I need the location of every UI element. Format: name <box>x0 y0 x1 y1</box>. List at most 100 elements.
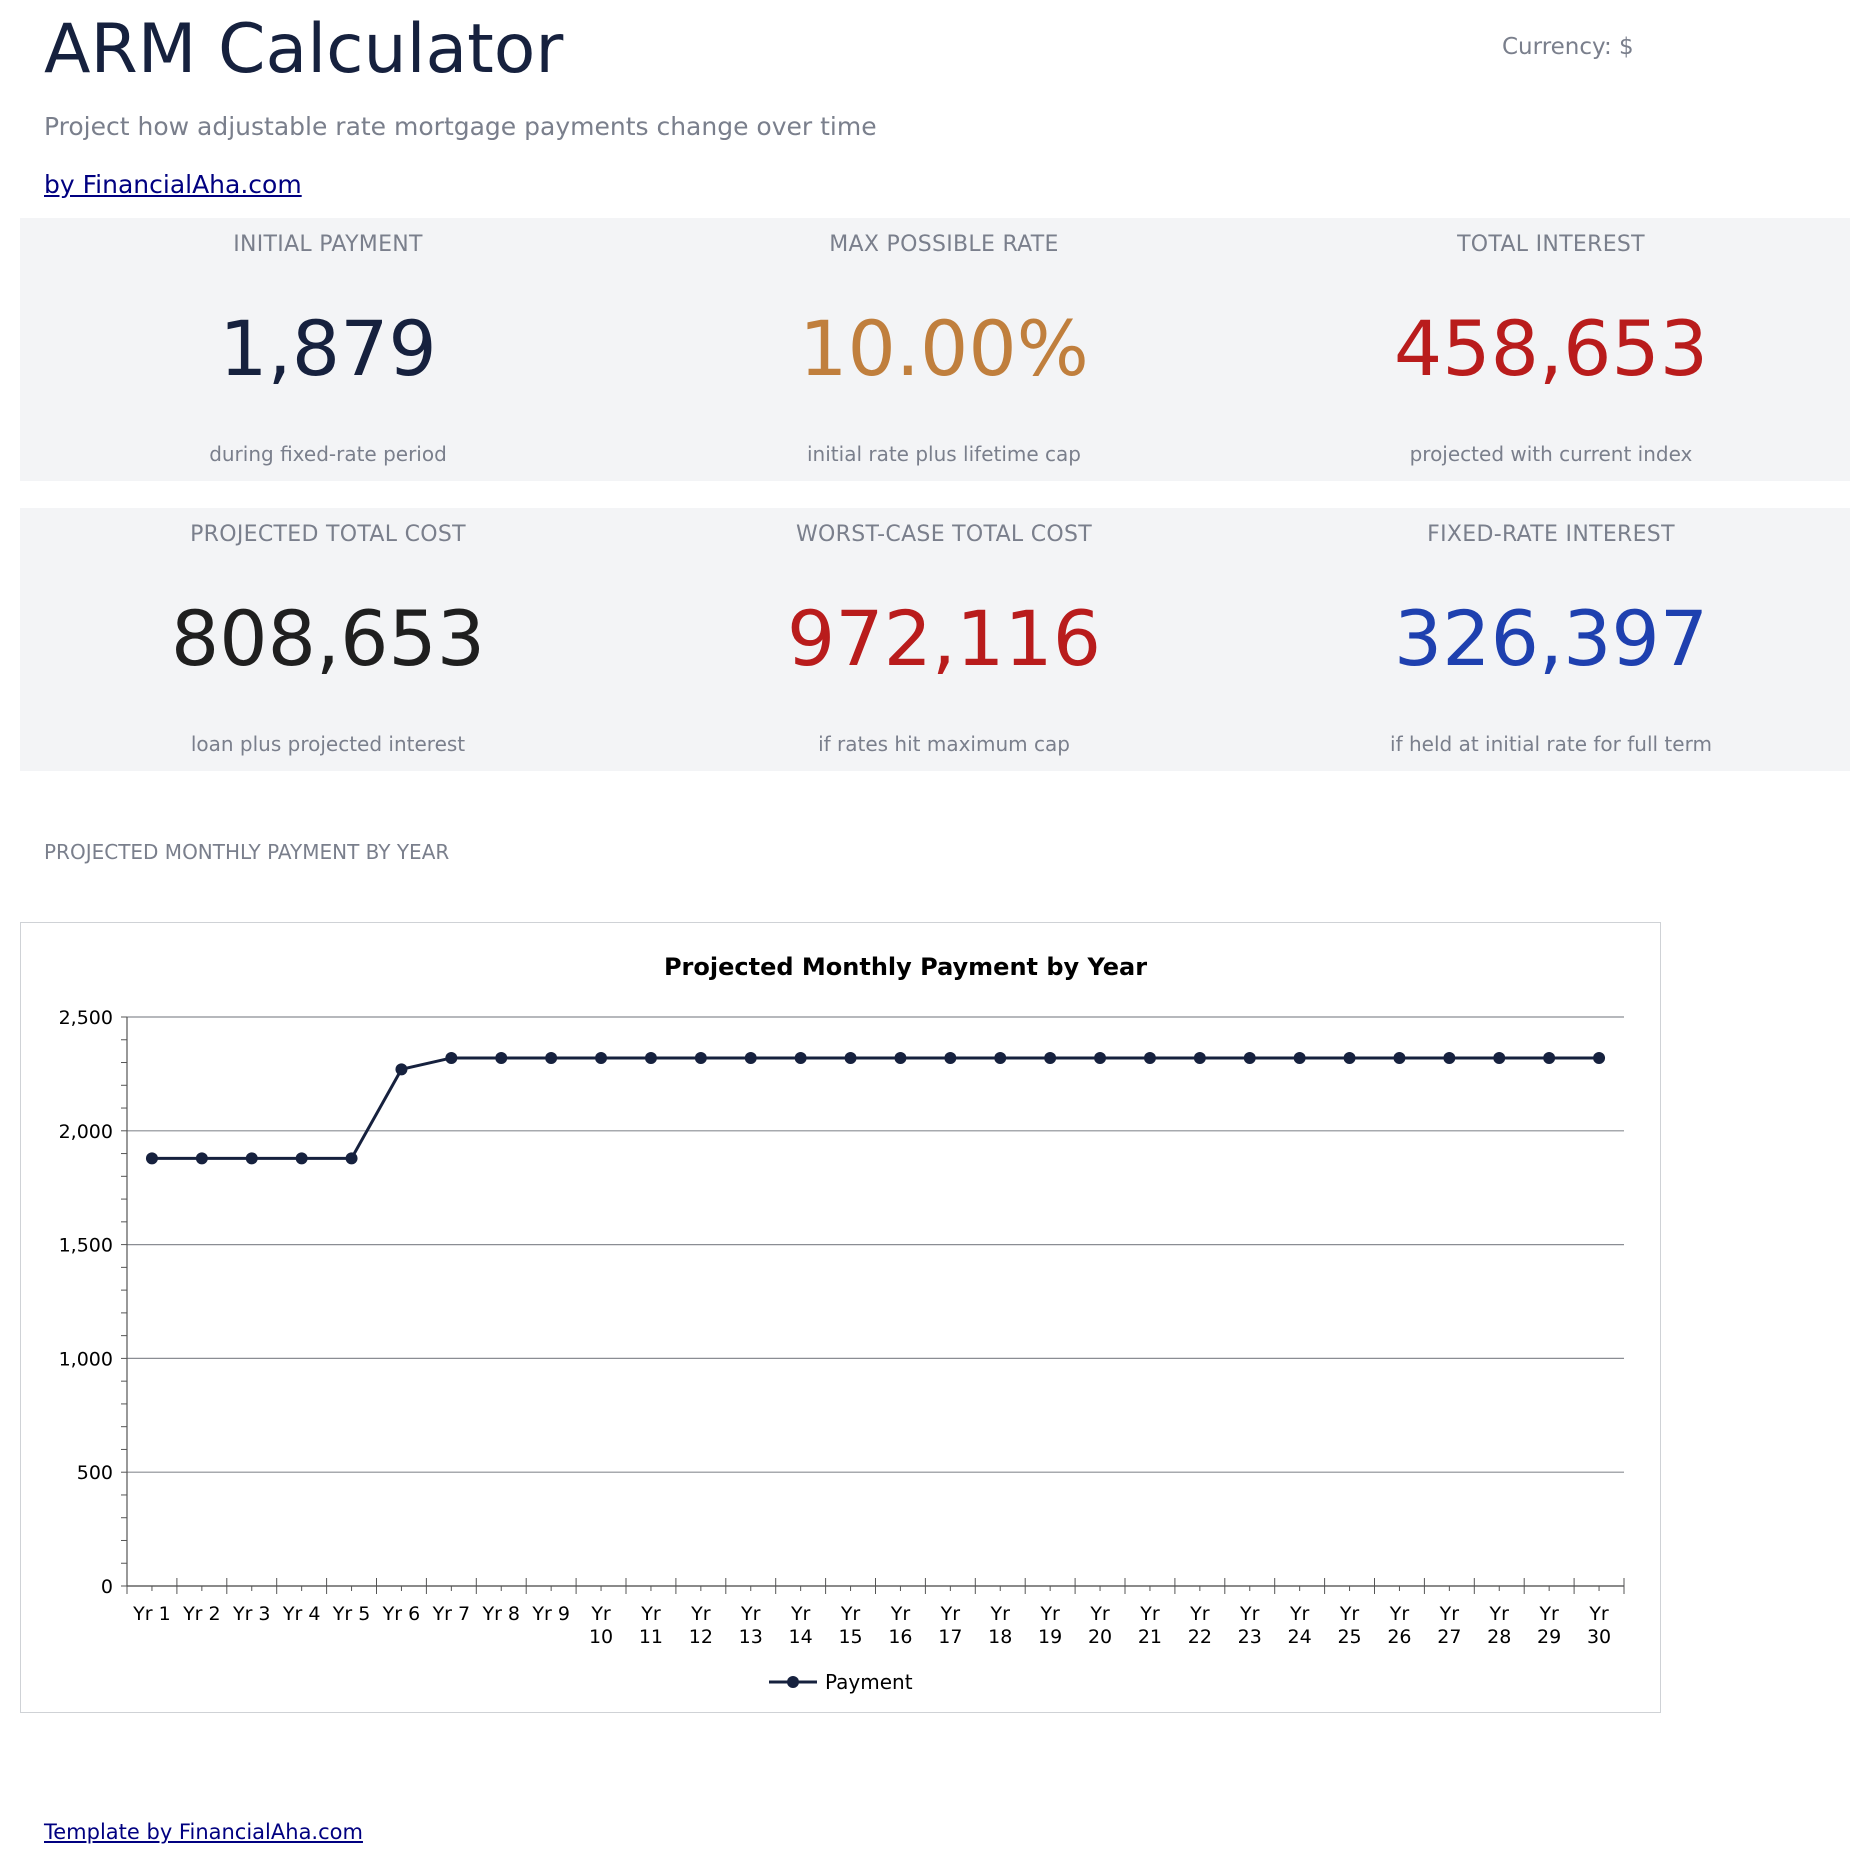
stat-note: projected with current index <box>1409 442 1693 466</box>
stats-row-secondary: PROJECTED TOTAL COST 808,653 loan plus p… <box>20 508 1850 771</box>
payment-data-point <box>1543 1051 1556 1064</box>
stat-note: initial rate plus lifetime cap <box>807 442 1081 466</box>
payment-data-point <box>894 1051 907 1064</box>
x-tick-label: Yr 25 <box>1337 1603 1361 1648</box>
chart-title: Projected Monthly Payment by Year <box>664 953 1147 981</box>
payment-series-line <box>151 1056 1600 1160</box>
x-tick-label: Yr 22 <box>1188 1603 1212 1648</box>
payment-data-point <box>1243 1051 1256 1064</box>
x-tick-label: Yr 24 <box>1288 1603 1312 1648</box>
stat-card-total-interest: TOTAL INTEREST 458,653 projected with cu… <box>1252 218 1850 481</box>
payment-data-point <box>1293 1051 1306 1064</box>
stat-label: INITIAL PAYMENT <box>233 232 423 257</box>
x-tick-label: Yr 1 <box>132 1603 171 1625</box>
payment-chart: Projected Monthly Payment by Year 0 500 1,0… <box>59 953 1625 1694</box>
stat-value: 326,397 <box>1393 594 1709 683</box>
payment-data-point <box>1393 1051 1406 1064</box>
x-tick-label: Yr 21 <box>1138 1603 1162 1648</box>
stat-label: PROJECTED TOTAL COST <box>190 522 466 547</box>
legend-label: Payment <box>825 1670 913 1694</box>
stat-card-worst-case-cost: WORST-CASE TOTAL COST 972,116 if rates h… <box>636 508 1252 771</box>
stat-label: TOTAL INTEREST <box>1457 232 1645 257</box>
x-tick-label: Yr 27 <box>1437 1603 1461 1648</box>
y-tick-label: 0 <box>101 1576 113 1598</box>
x-tick-label: Yr 29 <box>1537 1603 1561 1648</box>
x-tick-label: Yr 9 <box>531 1603 570 1625</box>
stats-row-primary: INITIAL PAYMENT 1,879 during fixed-rate … <box>20 218 1850 481</box>
payment-data-point <box>595 1051 608 1064</box>
payment-data-point <box>1094 1051 1107 1064</box>
payment-data-point <box>1193 1051 1206 1064</box>
x-tick-label: Yr 14 <box>789 1603 813 1648</box>
stat-note: if rates hit maximum cap <box>818 732 1070 756</box>
stat-note: if held at initial rate for full term <box>1390 732 1712 756</box>
legend-marker <box>787 1676 799 1688</box>
payment-data-point <box>1044 1051 1057 1064</box>
x-tick-label: Yr 16 <box>888 1603 912 1648</box>
x-tick-label: Yr 11 <box>639 1603 663 1648</box>
payment-chart-container: Projected Monthly Payment by Year 0 500 1,0… <box>20 922 1661 1713</box>
payment-data-point <box>195 1152 208 1165</box>
x-tick-label: Yr 13 <box>739 1603 763 1648</box>
payment-data-point <box>844 1051 857 1064</box>
payment-data-point <box>794 1051 807 1064</box>
x-tick-label: Yr 5 <box>332 1603 371 1625</box>
payment-data-point <box>644 1051 657 1064</box>
stat-card-initial-payment: INITIAL PAYMENT 1,879 during fixed-rate … <box>20 218 636 481</box>
payment-data-point <box>495 1051 508 1064</box>
payment-data-point <box>345 1152 358 1165</box>
payment-data-point <box>145 1152 158 1165</box>
x-tick-label: Yr 8 <box>481 1603 520 1625</box>
y-tick-label: 500 <box>77 1462 113 1484</box>
payment-data-point <box>1143 1051 1156 1064</box>
payment-data-point <box>994 1051 1007 1064</box>
x-tick-label: Yr 12 <box>689 1603 713 1648</box>
payment-data-point <box>445 1051 458 1064</box>
financialaha-link[interactable]: by FinancialAha.com <box>44 170 302 199</box>
template-credit-link[interactable]: Template by FinancialAha.com <box>44 1820 363 1844</box>
stat-card-max-rate: MAX POSSIBLE RATE 10.00% initial rate pl… <box>636 218 1252 481</box>
x-tick-label: Yr 7 <box>432 1603 471 1625</box>
payment-data-point <box>694 1051 707 1064</box>
payment-data-point <box>245 1152 258 1165</box>
x-tick-label: Yr 20 <box>1088 1603 1112 1648</box>
x-tick-label: Yr 4 <box>282 1603 321 1625</box>
x-tick-label: Yr 15 <box>838 1603 862 1648</box>
stat-label: FIXED-RATE INTEREST <box>1427 522 1675 547</box>
x-tick-label: Yr 10 <box>589 1603 613 1648</box>
chart-section-label: PROJECTED MONTHLY PAYMENT BY YEAR <box>44 840 450 864</box>
x-tick-label: Yr 6 <box>382 1603 421 1625</box>
y-tick-label: 2,000 <box>59 1121 113 1143</box>
y-tick-label: 1,000 <box>59 1348 113 1370</box>
x-tick-label: Yr 30 <box>1587 1603 1611 1648</box>
x-tick-label: Yr 19 <box>1038 1603 1062 1648</box>
stat-note: loan plus projected interest <box>190 732 466 756</box>
page-title: ARM Calculator <box>44 10 564 89</box>
currency-indicator: Currency: $ <box>1502 34 1634 60</box>
stat-value: 1,879 <box>219 304 437 393</box>
page-subtitle: Project how adjustable rate mortgage pay… <box>44 112 877 141</box>
x-tick-label: Yr 2 <box>182 1603 221 1625</box>
x-tick-label: Yr 18 <box>988 1603 1012 1648</box>
y-tick-label: 2,500 <box>59 1007 113 1029</box>
payment-data-point <box>1343 1051 1356 1064</box>
payment-data-point <box>1493 1051 1506 1064</box>
y-tick-label: 1,500 <box>59 1235 113 1257</box>
stat-label: WORST-CASE TOTAL COST <box>795 522 1093 547</box>
stat-value: 458,653 <box>1393 304 1709 393</box>
stat-card-projected-total-cost: PROJECTED TOTAL COST 808,653 loan plus p… <box>20 508 636 771</box>
stat-card-fixed-rate-interest: FIXED-RATE INTEREST 326,397 if held at i… <box>1252 508 1850 771</box>
payment-data-point <box>295 1152 308 1165</box>
payment-data-point <box>545 1051 558 1064</box>
payment-data-point <box>1593 1051 1606 1064</box>
payment-data-point <box>1443 1051 1456 1064</box>
payment-data-point <box>744 1051 757 1064</box>
payment-data-point <box>944 1051 957 1064</box>
stat-note: during fixed-rate period <box>209 442 447 466</box>
stat-value: 972,116 <box>786 594 1102 683</box>
stat-label: MAX POSSIBLE RATE <box>829 232 1059 257</box>
stat-value: 10.00% <box>799 304 1089 393</box>
stat-value: 808,653 <box>170 594 486 683</box>
x-tick-label: Yr 23 <box>1238 1603 1262 1648</box>
x-tick-label: Yr 17 <box>938 1603 962 1648</box>
